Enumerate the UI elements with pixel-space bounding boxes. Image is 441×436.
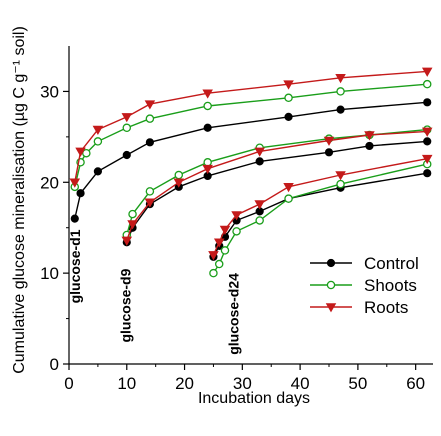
data-point-shoots	[129, 210, 136, 217]
data-point-control	[285, 113, 292, 120]
data-point-shoots	[337, 181, 344, 188]
legend-marker	[327, 259, 334, 266]
annotation-label: glucose-d9	[118, 268, 134, 342]
data-point-control	[204, 124, 211, 131]
data-point-roots	[203, 165, 212, 173]
x-tick-label: 20	[175, 374, 194, 393]
data-point-shoots	[285, 94, 292, 101]
legend: Control Shoots Roots	[310, 254, 419, 317]
legend-label: Roots	[364, 298, 408, 317]
data-point-control	[256, 158, 263, 165]
data-point-roots	[284, 184, 293, 192]
data-point-shoots	[337, 88, 344, 95]
data-point-shoots	[285, 195, 292, 202]
data-point-shoots	[175, 171, 182, 178]
series-line-control	[127, 141, 427, 242]
series-shoots	[71, 81, 431, 277]
data-point-roots	[145, 101, 154, 109]
data-point-shoots	[210, 270, 217, 277]
legend-label: Control	[364, 254, 419, 273]
legend-entry-roots: Roots	[310, 298, 408, 317]
data-point-shoots	[233, 228, 240, 235]
legend-entry-shoots: Shoots	[310, 276, 417, 295]
data-point-shoots	[424, 81, 431, 88]
legend-entry-control: Control	[310, 254, 419, 273]
legend-marker	[327, 281, 334, 288]
series-line-roots	[127, 131, 427, 240]
x-tick-label: 60	[406, 374, 425, 393]
data-point-shoots	[221, 247, 228, 254]
annotation-layer: glucose-d1 glucose-d9 glucose-d24	[67, 229, 242, 355]
data-point-control	[71, 215, 78, 222]
y-axis-title: Cumulative glucose mineralisation (µg C …	[11, 26, 28, 374]
data-point-control	[77, 190, 84, 197]
data-point-control	[123, 151, 130, 158]
y-tick-label: 30	[40, 82, 59, 101]
data-point-shoots	[216, 260, 223, 267]
series-layer	[70, 68, 431, 277]
data-point-shoots	[94, 138, 101, 145]
y-tick-label: 20	[40, 173, 59, 192]
data-point-shoots	[204, 102, 211, 109]
data-point-control	[366, 142, 373, 149]
data-point-roots	[122, 114, 131, 122]
data-point-control	[325, 149, 332, 156]
annotation-label: glucose-d1	[67, 229, 83, 303]
data-point-control	[337, 106, 344, 113]
series-line-roots	[213, 159, 427, 255]
data-point-control	[424, 138, 431, 145]
x-axis-title: Incubation days	[198, 390, 310, 407]
data-point-shoots	[146, 188, 153, 195]
data-point-shoots	[256, 217, 263, 224]
y-tick-label: 0	[50, 355, 59, 374]
x-tick-label: 0	[64, 374, 73, 393]
data-point-shoots	[204, 159, 211, 166]
data-point-shoots	[146, 115, 153, 122]
data-point-roots	[255, 201, 264, 209]
series-line-shoots	[75, 84, 427, 187]
legend-label: Shoots	[364, 276, 417, 295]
data-point-control	[146, 139, 153, 146]
x-tick-label: 10	[117, 374, 136, 393]
data-point-shoots	[123, 124, 130, 131]
data-point-control	[424, 170, 431, 177]
data-point-control	[94, 168, 101, 175]
y-tick-label: 10	[40, 264, 59, 283]
data-point-control	[424, 99, 431, 106]
series-line-control	[213, 173, 427, 257]
annotation-label: glucose-d24	[226, 273, 242, 355]
x-tick-label: 50	[348, 374, 367, 393]
